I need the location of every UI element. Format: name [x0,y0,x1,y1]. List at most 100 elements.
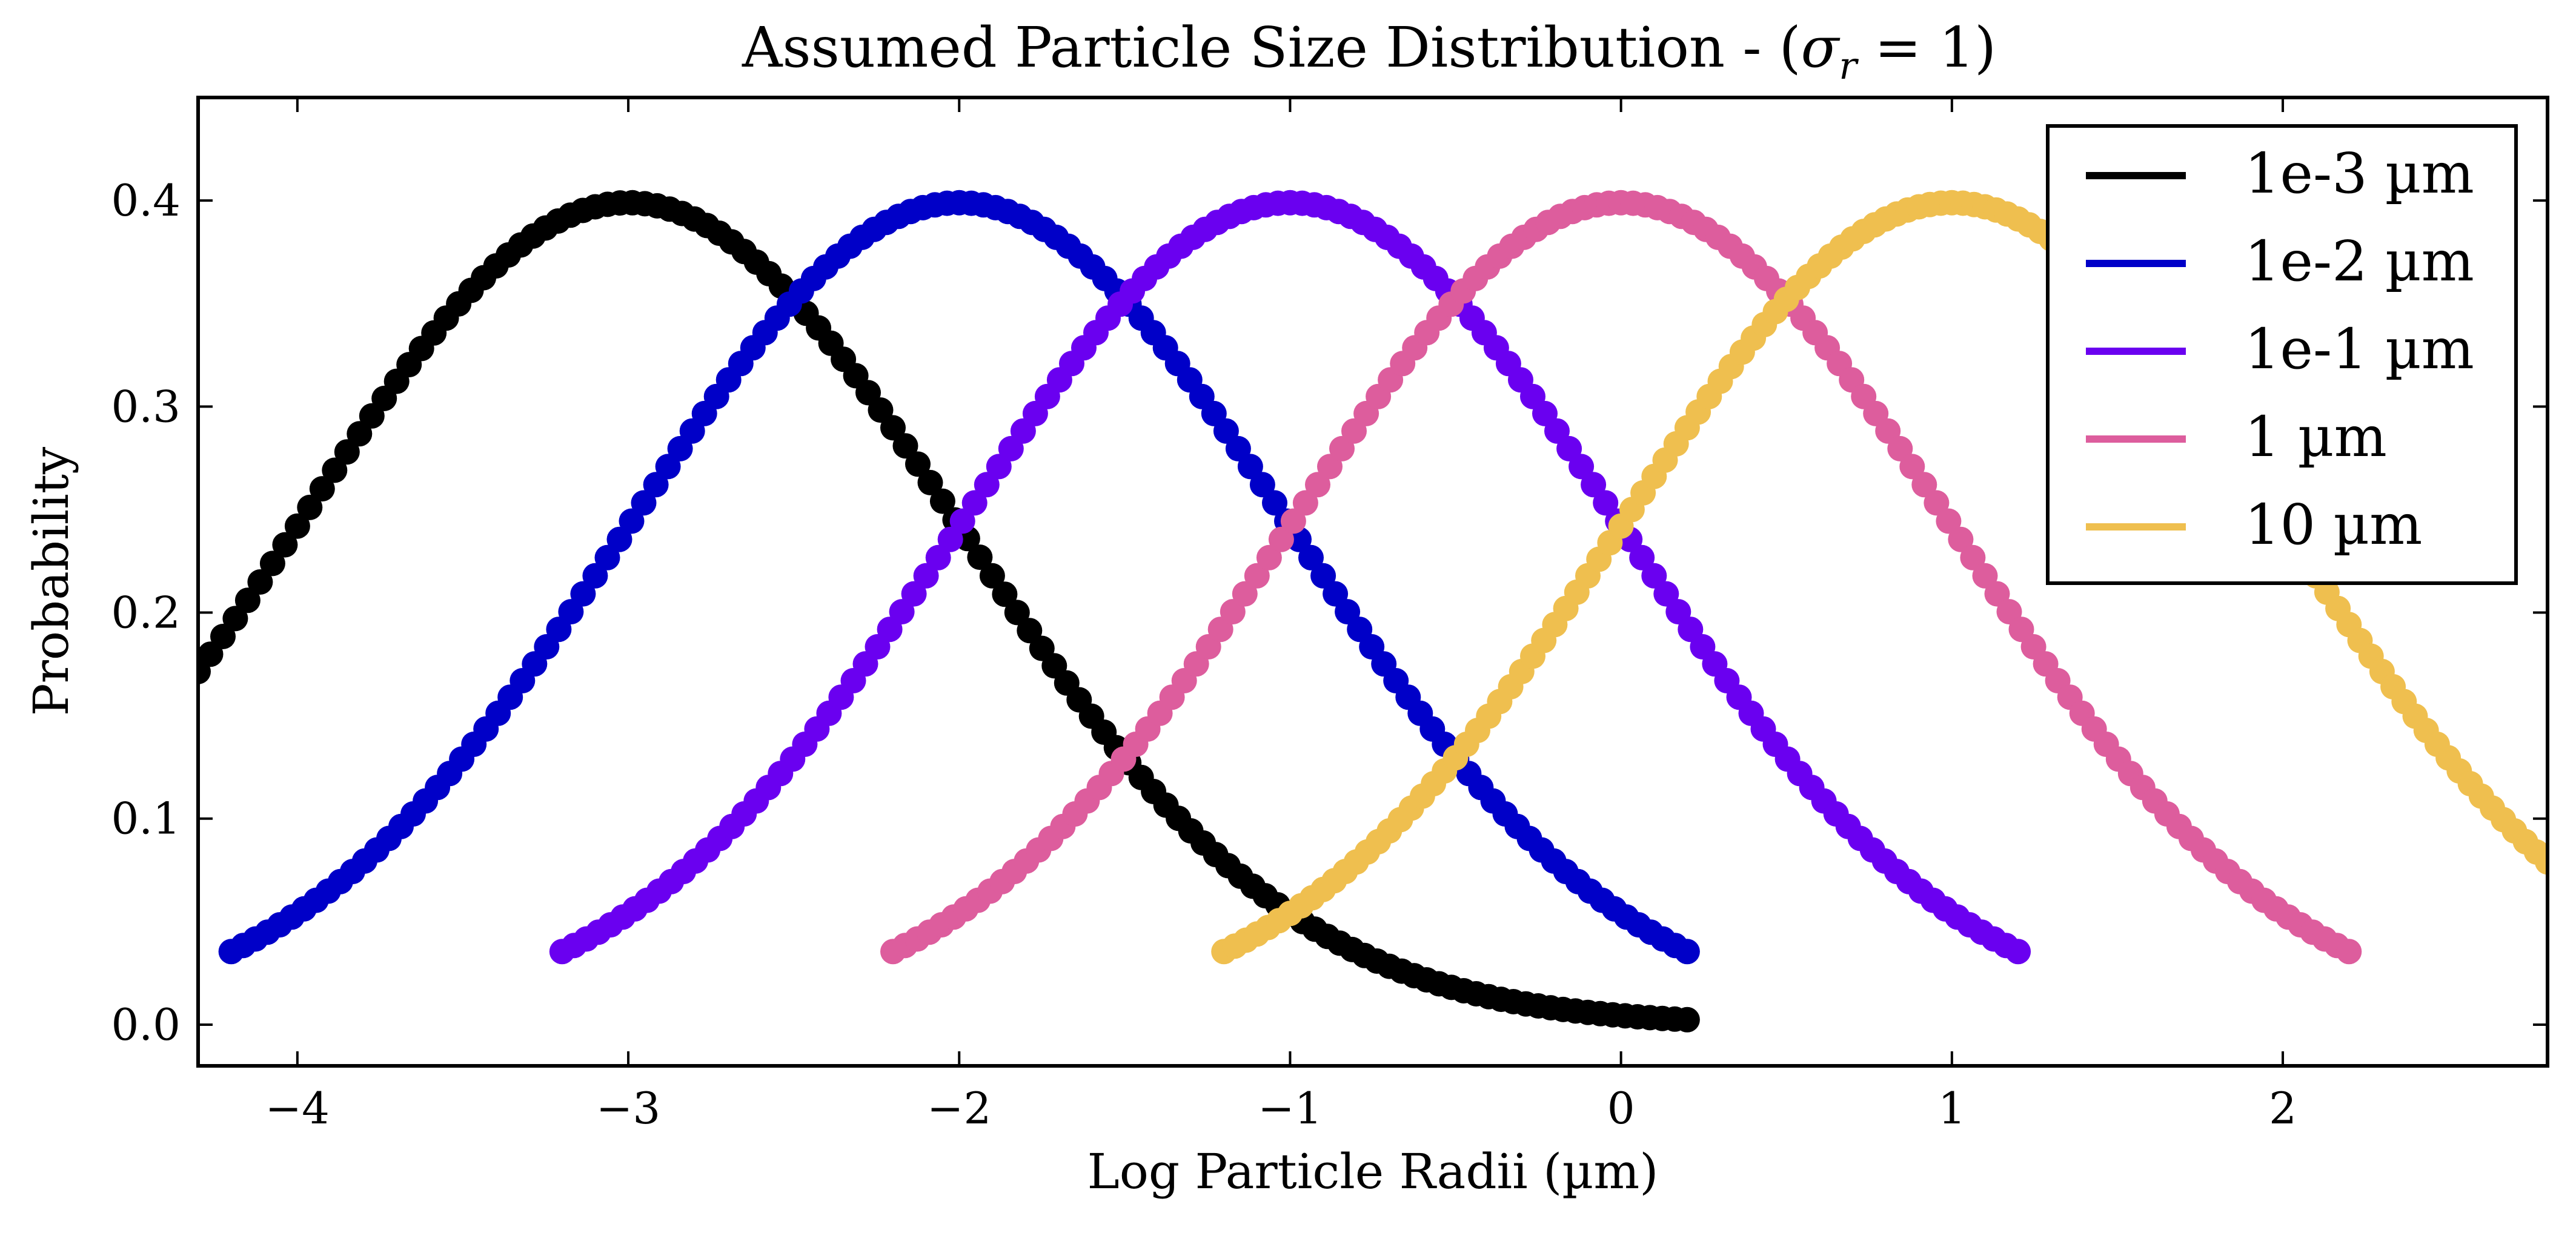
data-point [1948,526,1974,552]
y-tick-label: 0.4 [111,175,181,226]
y-tick-label: 0.1 [111,793,181,844]
x-tick-label: −1 [1258,1083,1322,1134]
data-point [1237,454,1263,480]
data-point [1305,472,1330,498]
data-point [247,569,273,595]
data-point [1972,563,1998,589]
data-point [1674,939,1700,965]
y-axis-label: Probability [23,447,79,716]
data-point [210,624,236,649]
data-point [868,397,894,423]
x-axis-ticks: −4 −3 −2 −1 0 1 2 [265,98,2297,1134]
data-point [1569,454,1595,480]
chart-title: Assumed Particle Size Distribution - (σr… [742,15,1996,88]
data-point [1292,490,1318,516]
data-point [1310,563,1336,589]
data-point [222,606,248,632]
data-point [1317,454,1343,480]
data-point [929,488,955,514]
legend-label: 1e-3 µm [2245,141,2474,206]
data-point [1581,472,1607,498]
data-point [1641,563,1667,589]
series-layer [198,190,2548,1033]
data-point [880,415,906,441]
x-tick-label: −4 [265,1083,330,1134]
legend-entry: 10 µm [2086,492,2422,557]
data-point [558,599,584,625]
data-point [297,494,323,520]
data-point [334,439,360,465]
data-point [2535,849,2548,875]
x-tick-label: −2 [927,1083,991,1134]
data-point [582,563,608,589]
data-point [979,563,1005,589]
data-point [284,513,310,539]
data-point [901,581,927,607]
data-point [198,641,224,667]
data-point [992,581,1018,607]
legend-entry: 1e-2 µm [2086,229,2474,294]
y-axis-ticks: 0.0 0.1 0.2 0.3 0.4 [111,175,2548,1050]
plot-area [198,190,2548,1033]
x-axis-label: Log Particle Radii (µm) [1087,1143,1659,1200]
data-point [1593,490,1619,516]
data-point [1544,418,1570,444]
data-point [234,587,261,613]
data-point [606,526,632,552]
data-point [631,490,657,516]
data-point [1220,599,1246,625]
legend: 1e-3 µm 1e-2 µm 1e-1 µm 1 µm 10 µm [2046,124,2518,585]
data-point [892,433,918,459]
data-point [655,454,681,480]
data-point [961,490,988,516]
data-point [570,581,596,607]
data-point [2336,939,2362,965]
data-point [259,550,285,577]
data-point [619,508,645,534]
data-point [1887,435,1913,461]
series-4 [880,190,2362,965]
data-point [1960,544,1986,570]
series-2 [218,190,1700,965]
data-point [917,469,943,495]
legend-label: 1e-2 µm [2245,229,2474,294]
legend-entries: 1e-3 µm 1e-2 µm 1e-1 µm 1 µm 10 µm [2086,141,2474,557]
y-tick-label: 0.2 [111,587,181,638]
data-point [1629,544,1655,570]
data-point [967,544,993,570]
data-point [1268,526,1294,552]
legend-entry: 1 µm [2086,405,2387,469]
x-tick-label: −3 [596,1083,660,1134]
series-1 [198,190,1700,1033]
data-point [986,454,1012,480]
data-point [998,435,1024,461]
series-3 [549,190,2031,965]
data-point [1249,472,1275,498]
data-point [1017,618,1043,644]
data-point [1244,563,1270,589]
data-point [1256,544,1282,570]
data-point [1232,581,1258,607]
data-point [949,508,975,534]
data-point [2005,939,2031,965]
y-tick-label: 0.0 [111,999,181,1050]
legend-entry: 1e-3 µm [2086,141,2474,206]
legend-entry: 1e-1 µm [2086,317,2474,382]
legend-label: 10 µm [2245,492,2422,557]
data-point [667,435,693,461]
data-point [937,526,963,552]
data-point [925,544,951,570]
data-point [905,451,931,477]
data-point [1225,435,1251,461]
data-point [309,476,335,502]
data-point [1911,472,1937,498]
legend-label: 1 µm [2245,405,2387,469]
data-point [322,457,348,483]
data-point [889,599,915,625]
data-point [1280,508,1306,534]
y-tick-label: 0.3 [111,381,181,432]
data-point [272,532,298,558]
data-point [347,421,373,447]
data-point [1298,544,1324,570]
